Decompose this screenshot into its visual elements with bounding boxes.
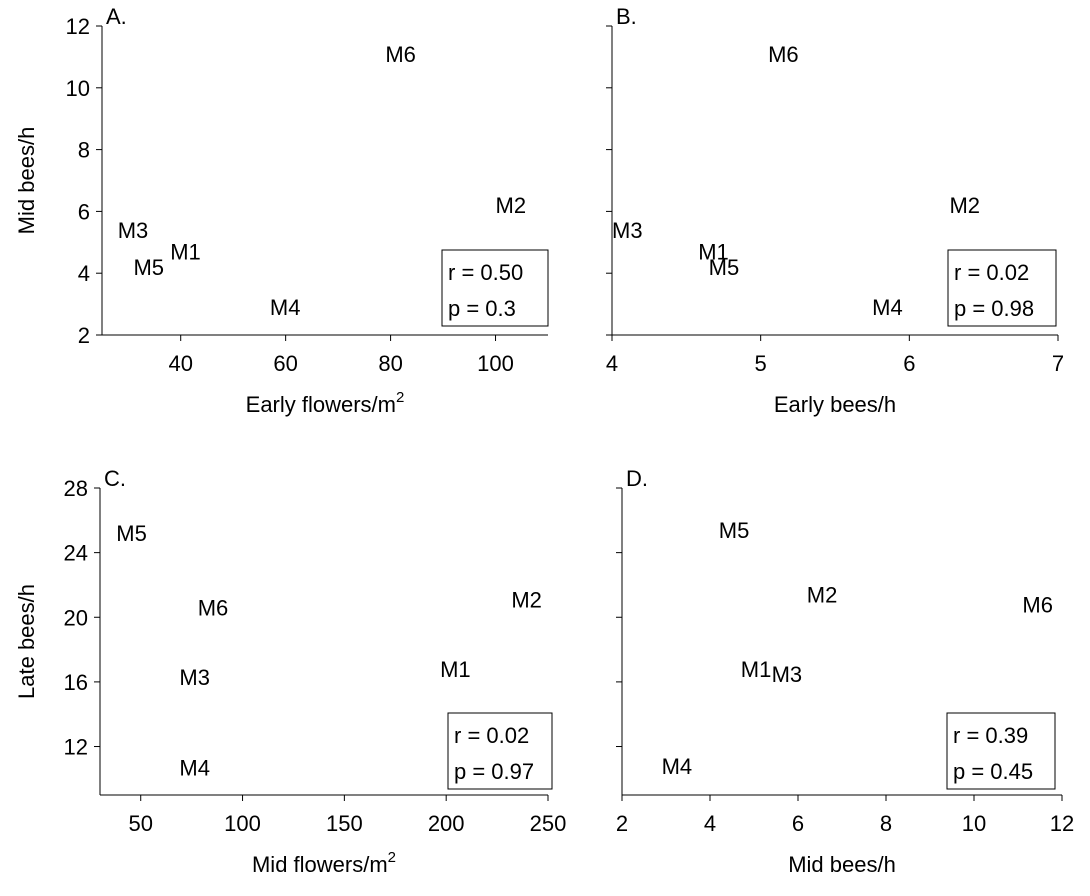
point-m4: M4 (662, 754, 693, 779)
y-tick-label: 8 (78, 138, 90, 163)
x-tick-label: 100 (224, 811, 261, 836)
y-tick-label: 4 (78, 261, 90, 286)
stat-p: p = 0.98 (954, 296, 1034, 321)
stat-r: r = 0.39 (953, 723, 1028, 748)
point-m2: M2 (807, 583, 838, 608)
x-tick-label: 10 (962, 811, 986, 836)
x-axis-label-text: Early bees/h (774, 392, 896, 417)
point-m5: M5 (133, 255, 164, 280)
x-tick-label: 80 (378, 351, 402, 376)
x-axis-label: Mid flowers/m2 (252, 849, 396, 877)
x-tick-label: 5 (755, 351, 767, 376)
point-m4: M4 (179, 756, 210, 781)
y-tick-label: 28 (64, 476, 88, 501)
point-m5: M5 (116, 521, 147, 546)
x-tick-label: 100 (477, 351, 514, 376)
point-m3: M3 (118, 218, 149, 243)
point-m5: M5 (719, 518, 750, 543)
x-tick-label: 2 (616, 811, 628, 836)
x-tick-label: 4 (606, 351, 618, 376)
x-axis-label: Mid bees/h (788, 852, 896, 877)
y-tick-label: 6 (78, 199, 90, 224)
y-tick-label: 16 (64, 670, 88, 695)
x-tick-label: 6 (792, 811, 804, 836)
stat-r: r = 0.02 (454, 723, 529, 748)
point-m1: M1 (440, 657, 471, 682)
point-m2: M2 (949, 193, 980, 218)
stats-box (947, 249, 1057, 327)
x-tick-label: 6 (903, 351, 915, 376)
point-m1: M1 (698, 240, 729, 265)
x-tick-label: 7 (1052, 351, 1064, 376)
x-tick-label: 12 (1050, 811, 1074, 836)
point-m6: M6 (768, 42, 799, 67)
y-axis-label: Late bees/h (14, 584, 39, 699)
panel-c: 50 100 150 200 250 12 16 20 24 28 C. Mid flowers/m2… (14, 466, 566, 877)
panel-letter: A. (106, 4, 127, 29)
panel-b: 4 5 6 7 B. Early bees/h M1 M2 M3 M4 M5 M6 r = 0.02 p … (606, 4, 1064, 417)
x-axis-label: Early bees/h (774, 392, 896, 417)
point-m1: M1 (741, 657, 772, 682)
stat-r: r = 0.02 (954, 260, 1029, 285)
panel-letter: B. (616, 4, 637, 29)
x-tick-label: 8 (880, 811, 892, 836)
x-tick-label: 60 (273, 351, 297, 376)
point-m3: M3 (179, 665, 210, 690)
stat-r: r = 0.50 (448, 260, 523, 285)
point-m3: M3 (772, 662, 803, 687)
x-tick-label: 40 (168, 351, 192, 376)
point-m4: M4 (270, 295, 301, 320)
x-tick-label: 200 (428, 811, 465, 836)
point-m5: M5 (709, 255, 740, 280)
panel-letter: C. (104, 466, 126, 491)
x-axis-label-text: Mid flowers/m (252, 852, 388, 877)
x-tick-label: 4 (704, 811, 716, 836)
x-axis-label-superscript: 2 (396, 389, 404, 406)
stats-box (447, 712, 553, 790)
y-tick-label: 12 (64, 735, 88, 760)
y-tick-label: 12 (66, 14, 90, 39)
point-m6: M6 (385, 42, 416, 67)
point-m4: M4 (872, 295, 903, 320)
y-tick-label: 2 (78, 323, 90, 348)
y-tick-label: 24 (64, 541, 88, 566)
point-m6: M6 (198, 596, 229, 621)
x-axis-label-text: Mid bees/h (788, 852, 896, 877)
point-m2: M2 (496, 193, 527, 218)
x-axis-label: Early flowers/m2 (246, 389, 405, 417)
x-axis-label-text: Early flowers/m (246, 392, 396, 417)
point-m1: M1 (170, 240, 201, 265)
x-tick-label: 50 (128, 811, 152, 836)
y-tick-label: 20 (64, 605, 88, 630)
point-m3: M3 (612, 218, 643, 243)
point-m2: M2 (511, 587, 542, 612)
point-m6: M6 (1022, 592, 1053, 617)
panel-d: 2 4 6 8 10 12 D. Mid bees/h M1 M2 M3 M4 M5 M6 r = 0.39… (616, 466, 1074, 877)
y-tick-label: 10 (66, 76, 90, 101)
stat-p: p = 0.3 (448, 296, 516, 321)
x-tick-label: 150 (326, 811, 363, 836)
stat-p: p = 0.97 (454, 759, 534, 784)
x-tick-label: 250 (530, 811, 567, 836)
x-axis-label-superscript: 2 (388, 849, 396, 866)
y-axis-label: Mid bees/h (14, 127, 39, 235)
stats-box (946, 712, 1056, 790)
stat-p: p = 0.45 (953, 759, 1033, 784)
panel-letter: D. (626, 466, 648, 491)
stats-box (441, 249, 549, 327)
